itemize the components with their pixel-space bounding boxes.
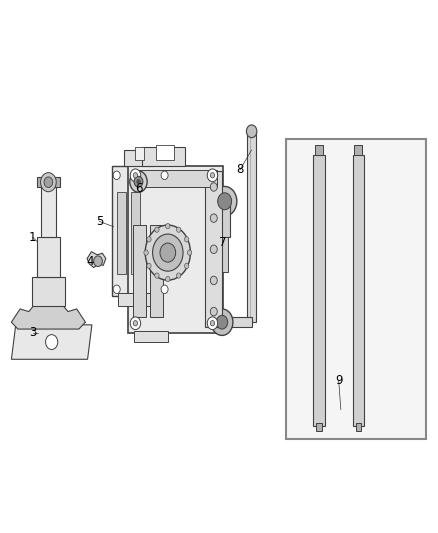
- Circle shape: [161, 285, 168, 294]
- Bar: [118, 293, 153, 306]
- Text: 7: 7: [219, 236, 226, 249]
- Bar: [32, 277, 65, 306]
- Bar: [41, 187, 56, 237]
- Circle shape: [113, 285, 120, 294]
- Bar: [127, 166, 223, 333]
- Circle shape: [44, 177, 53, 188]
- Bar: [150, 225, 163, 317]
- Circle shape: [145, 225, 191, 280]
- Circle shape: [210, 320, 215, 326]
- Circle shape: [177, 227, 181, 232]
- Bar: [354, 144, 362, 155]
- Circle shape: [113, 171, 120, 180]
- Text: 8: 8: [236, 164, 244, 176]
- Circle shape: [210, 183, 217, 191]
- Circle shape: [166, 223, 170, 229]
- Bar: [205, 171, 222, 327]
- Circle shape: [161, 171, 168, 180]
- Circle shape: [147, 263, 151, 269]
- Bar: [37, 177, 60, 187]
- Circle shape: [41, 173, 56, 192]
- Circle shape: [187, 250, 192, 255]
- Circle shape: [134, 176, 143, 187]
- Circle shape: [133, 320, 138, 326]
- Circle shape: [210, 173, 215, 178]
- Circle shape: [177, 273, 181, 278]
- Circle shape: [144, 250, 148, 255]
- Bar: [222, 317, 252, 327]
- Circle shape: [207, 317, 218, 329]
- Circle shape: [94, 256, 102, 266]
- Text: 9: 9: [335, 374, 343, 387]
- Circle shape: [207, 169, 218, 182]
- Polygon shape: [11, 325, 92, 359]
- Circle shape: [212, 187, 237, 216]
- Bar: [135, 147, 144, 160]
- Text: 4: 4: [87, 255, 94, 268]
- Bar: [156, 144, 173, 160]
- Circle shape: [166, 277, 170, 282]
- Circle shape: [155, 273, 159, 278]
- Circle shape: [160, 243, 176, 262]
- Text: 1: 1: [29, 231, 36, 244]
- Text: 5: 5: [95, 215, 103, 228]
- Bar: [136, 170, 217, 187]
- Bar: [131, 192, 140, 274]
- Circle shape: [210, 214, 217, 222]
- Bar: [314, 155, 325, 425]
- Bar: [353, 155, 364, 425]
- Circle shape: [218, 193, 232, 210]
- Polygon shape: [11, 306, 85, 329]
- Circle shape: [133, 173, 138, 178]
- Circle shape: [210, 308, 217, 316]
- Bar: [142, 147, 185, 166]
- Bar: [134, 330, 168, 342]
- Circle shape: [155, 227, 159, 232]
- Bar: [356, 423, 361, 431]
- Bar: [133, 225, 146, 317]
- Polygon shape: [87, 252, 106, 268]
- Circle shape: [247, 125, 257, 138]
- Circle shape: [210, 245, 217, 254]
- Bar: [219, 204, 230, 237]
- Circle shape: [46, 335, 58, 350]
- Bar: [37, 237, 60, 277]
- Circle shape: [137, 180, 140, 184]
- Bar: [124, 150, 153, 166]
- Circle shape: [152, 234, 183, 271]
- Circle shape: [184, 263, 189, 269]
- Circle shape: [130, 317, 141, 329]
- Circle shape: [147, 237, 151, 242]
- Circle shape: [130, 171, 147, 192]
- Circle shape: [211, 309, 233, 335]
- Circle shape: [216, 316, 228, 329]
- Text: 3: 3: [29, 326, 36, 340]
- Bar: [286, 139, 426, 439]
- Circle shape: [210, 276, 217, 285]
- Bar: [315, 144, 323, 155]
- Circle shape: [184, 237, 189, 242]
- Bar: [222, 237, 228, 272]
- Circle shape: [130, 169, 141, 182]
- Text: 6: 6: [135, 182, 142, 195]
- Bar: [247, 131, 256, 322]
- Bar: [317, 423, 322, 431]
- Bar: [113, 166, 171, 296]
- Bar: [117, 192, 126, 274]
